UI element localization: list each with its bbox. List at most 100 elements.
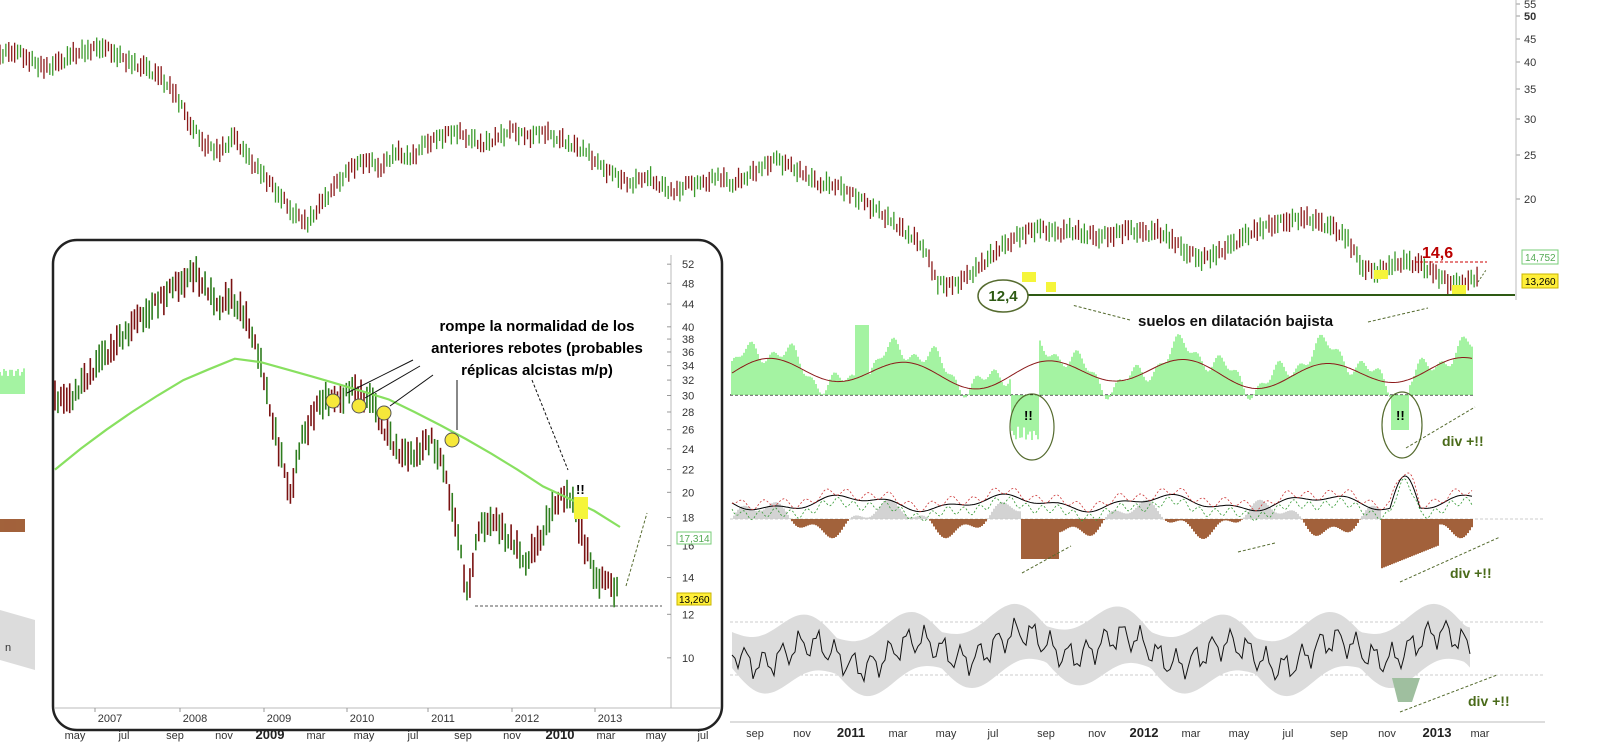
inset-y-tick: 28 xyxy=(682,407,694,419)
inset-y-tick: 32 xyxy=(682,375,694,387)
highlight xyxy=(1022,272,1036,282)
inset-y-tick: 24 xyxy=(682,444,694,456)
main-y-tick: 30 xyxy=(1524,114,1536,126)
main-y-tick: 55 xyxy=(1524,0,1536,11)
inset-y-tick: 20 xyxy=(682,487,694,499)
div-line-1 xyxy=(1405,406,1476,449)
osc-circle-2 xyxy=(1381,391,1423,459)
highlight xyxy=(1452,285,1466,294)
left-fragment-tick: n xyxy=(5,642,11,654)
inset-x-tick: 2013 xyxy=(598,713,622,725)
main-x-tick: mar xyxy=(889,728,908,740)
div-label-1: div +!! xyxy=(1442,433,1484,449)
inset-y-tick: 48 xyxy=(682,278,694,290)
main-x-tick: 2011 xyxy=(837,725,865,740)
main-y-tick: 50 xyxy=(1524,11,1536,23)
main-x-tick: nov xyxy=(1088,728,1106,740)
inset-ma-price-box xyxy=(676,531,712,545)
inset-panel xyxy=(51,238,724,732)
inset-note-line2: anteriores rebotes (probables xyxy=(431,340,643,357)
rebound-marker-2 xyxy=(351,398,367,414)
main-x-tick: sep xyxy=(1037,728,1055,740)
main-x-tick: may xyxy=(936,728,957,740)
main-x-tick: mar xyxy=(1182,728,1201,740)
note-arrow-2 xyxy=(364,365,421,399)
main-y-tick: 35 xyxy=(1524,84,1536,96)
inset-y-tick: 38 xyxy=(682,334,694,346)
rebound-marker-4 xyxy=(444,432,460,448)
bottom-month-tick: 2010 xyxy=(546,727,575,742)
upper-price-box xyxy=(1521,249,1559,265)
inset-y-tick: 34 xyxy=(682,361,694,373)
main-x-tick: may xyxy=(1229,728,1250,740)
div-line-macd-a xyxy=(1021,545,1072,574)
current-price-label: 13,260 xyxy=(1525,277,1556,288)
main-x-tick: mar xyxy=(1471,728,1490,740)
bottom-month-tick: may xyxy=(354,730,375,742)
arrow-left xyxy=(1071,304,1131,321)
inset-y-tick: 36 xyxy=(682,347,694,359)
inset-y-tick: 18 xyxy=(682,512,694,524)
inset-ma-line xyxy=(54,357,621,528)
inset-exclaim: !! xyxy=(576,482,585,497)
inset-y-tick: 10 xyxy=(682,653,694,665)
inset-x-tick: 2012 xyxy=(515,713,539,725)
main-y-tick: 40 xyxy=(1524,57,1536,69)
main-x-tick: nov xyxy=(1378,728,1396,740)
bottom-month-tick: jul xyxy=(406,730,418,742)
main-y-tick: 45 xyxy=(1524,34,1536,46)
div-line-macd-c xyxy=(1399,536,1501,583)
inset-price-series xyxy=(54,256,618,608)
main-y-tick: 25 xyxy=(1524,150,1536,162)
inset-current-price-box xyxy=(676,592,712,606)
div-line-macd-b xyxy=(1237,542,1276,553)
inset-x-axis: 2007 2008 2009 2010 2011 2012 2013 xyxy=(94,708,622,725)
upper-price-label: 14,752 xyxy=(1525,253,1556,264)
inset-y-tick: 26 xyxy=(682,425,694,437)
bottom-month-tick: may xyxy=(65,730,86,742)
bottom-month-tick: sep xyxy=(454,730,472,742)
inset-y-tick: 30 xyxy=(682,391,694,403)
inset-y-tick: 40 xyxy=(682,322,694,334)
bottom-inset-axis: may jul sep nov 2009 mar may jul sep nov 2010 mar ma… xyxy=(65,727,709,742)
momentum-oscillator-panel xyxy=(0,325,1475,440)
rebound-marker-1 xyxy=(325,393,341,409)
inset-note-line1: rompe la normalidad de los xyxy=(439,318,634,335)
main-x-axis: sep nov 2011 mar may jul sep nov 2012 mar may jul se… xyxy=(730,721,1545,740)
div-label-3: div +!! xyxy=(1468,693,1510,709)
osc-exclaim-2: !! xyxy=(1396,408,1405,423)
div-label-2: div +!! xyxy=(1450,565,1492,581)
inset-x-tick: 2009 xyxy=(267,713,291,725)
highlight xyxy=(1046,282,1056,292)
macd-panel xyxy=(0,472,1545,569)
arrow-right xyxy=(1367,307,1429,323)
osc-circle-1 xyxy=(1009,393,1055,461)
inset-x-tick: 2010 xyxy=(350,713,374,725)
main-x-tick: sep xyxy=(1330,728,1348,740)
support-text: suelos en dilatación bajista xyxy=(1138,313,1334,330)
resistance-level-label: 14,6 xyxy=(1422,245,1453,262)
bottom-month-tick: may xyxy=(646,730,667,742)
rebound-marker-3 xyxy=(376,405,392,421)
note-arrow-3 xyxy=(389,374,434,407)
bottom-month-tick: mar xyxy=(307,730,326,742)
bands-oscillator-panel xyxy=(0,603,1545,702)
current-price-box xyxy=(1521,273,1559,289)
inset-y-tick: 14 xyxy=(682,572,694,584)
inset-x-tick: 2007 xyxy=(98,713,122,725)
inset-highlight xyxy=(574,497,588,519)
osc-exclaim-1: !! xyxy=(1024,408,1033,423)
inset-moving-average xyxy=(54,357,621,528)
bottom-month-tick: sep xyxy=(166,730,184,742)
bottom-month-tick: nov xyxy=(215,730,233,742)
main-x-tick: 2012 xyxy=(1130,725,1159,740)
arrow-up xyxy=(1477,269,1487,283)
bottom-month-tick: nov xyxy=(503,730,521,742)
inset-y-tick: 22 xyxy=(682,465,694,477)
inset-x-tick: 2011 xyxy=(431,713,455,725)
inset-arrow-up xyxy=(625,512,648,587)
bottom-month-tick: 2009 xyxy=(256,727,285,742)
main-x-tick: nov xyxy=(793,728,811,740)
